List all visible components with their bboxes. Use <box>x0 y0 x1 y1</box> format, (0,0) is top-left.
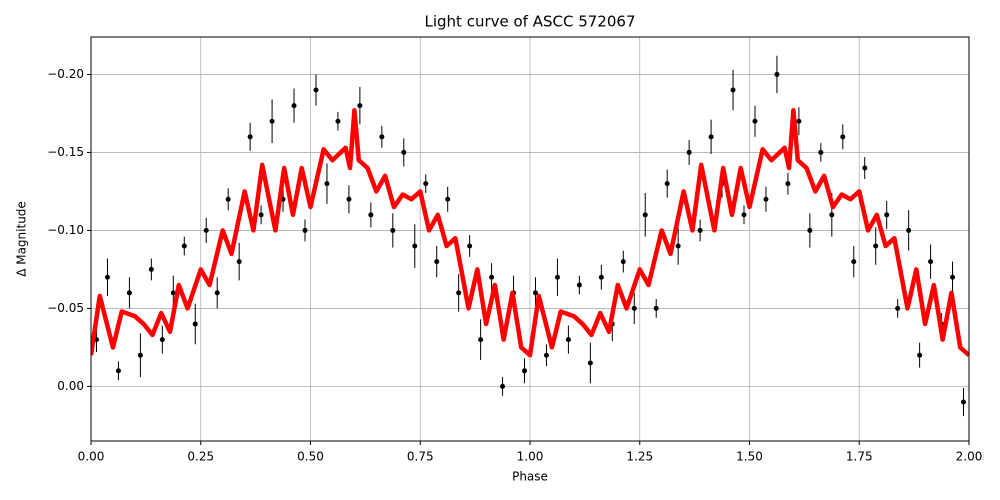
data-point <box>148 266 154 272</box>
data-point <box>620 259 626 265</box>
data-point <box>774 71 780 77</box>
data-point <box>829 212 835 218</box>
data-point <box>225 196 231 202</box>
data-point <box>247 134 253 140</box>
y-tick-label: −0.10 <box>47 223 84 237</box>
data-point <box>917 352 923 358</box>
data-point <box>236 259 242 265</box>
data-point <box>170 290 176 296</box>
data-point <box>522 368 528 374</box>
data-point <box>291 103 297 109</box>
y-tick-label: 0.00 <box>57 379 84 393</box>
x-axis-label: Phase <box>512 470 548 484</box>
data-point <box>961 399 967 405</box>
data-point <box>950 274 956 280</box>
x-tick-label: 1.75 <box>846 450 873 464</box>
y-tick-label: −0.05 <box>47 301 84 315</box>
data-point <box>181 243 187 249</box>
data-point <box>675 243 681 249</box>
data-point <box>423 181 429 187</box>
data-point <box>554 274 560 280</box>
data-point <box>192 321 198 327</box>
data-point <box>565 337 571 343</box>
data-point <box>785 181 791 187</box>
data-point <box>862 165 868 171</box>
x-tick-label: 1.50 <box>736 450 763 464</box>
data-point <box>906 227 912 233</box>
data-point <box>807 227 813 233</box>
data-point <box>884 212 890 218</box>
data-point <box>313 87 319 93</box>
data-point <box>126 290 132 296</box>
plot-frame <box>90 36 970 442</box>
data-point <box>752 118 758 124</box>
data-point <box>214 290 220 296</box>
data-point <box>401 149 407 155</box>
data-point <box>104 274 110 280</box>
data-point <box>269 118 275 124</box>
data-point <box>335 118 341 124</box>
data-point <box>500 383 506 389</box>
data-point <box>258 212 264 218</box>
data-point <box>697 227 703 233</box>
x-tick-label: 0.25 <box>187 450 214 464</box>
data-point <box>434 259 440 265</box>
data-point <box>379 134 385 140</box>
x-tick-label: 0.00 <box>78 450 105 464</box>
data-point <box>467 243 473 249</box>
data-point <box>456 290 462 296</box>
data-point <box>203 227 209 233</box>
data-point <box>489 274 495 280</box>
data-point <box>532 290 538 296</box>
data-point <box>324 181 330 187</box>
data-point <box>818 149 824 155</box>
x-tick-label: 0.75 <box>407 450 434 464</box>
x-tick-label: 1.25 <box>626 450 653 464</box>
x-tick-label: 1.00 <box>517 450 544 464</box>
data-point <box>664 181 670 187</box>
data-point <box>390 227 396 233</box>
y-axis-label: Δ Magnitude <box>15 201 29 277</box>
data-point <box>478 337 484 343</box>
chart-title: Light curve of ASCC 572067 <box>425 13 636 31</box>
fit-line <box>91 108 969 358</box>
data-point <box>686 149 692 155</box>
data-point <box>642 212 648 218</box>
data-point <box>708 134 714 140</box>
data-point <box>873 243 879 249</box>
data-point <box>928 259 934 265</box>
data-point <box>412 243 418 249</box>
data-point <box>357 103 363 109</box>
data-point <box>543 352 549 358</box>
data-point <box>302 227 308 233</box>
data-point <box>576 282 582 288</box>
data-point <box>851 259 857 265</box>
data-point <box>895 305 901 311</box>
data-point <box>741 212 747 218</box>
data-point <box>598 274 604 280</box>
data-point <box>763 196 769 202</box>
data-point <box>587 360 593 366</box>
plot <box>91 55 969 417</box>
data-point <box>115 368 121 374</box>
data-point <box>137 352 143 358</box>
y-tick-label: −0.20 <box>47 67 84 81</box>
data-point <box>445 196 451 202</box>
data-point <box>368 212 374 218</box>
x-tick-label: 0.50 <box>297 450 324 464</box>
data-point <box>631 305 637 311</box>
data-point <box>730 87 736 93</box>
y-tick-label: −0.15 <box>47 145 84 159</box>
data-point <box>840 134 846 140</box>
x-tick-label: 2.00 <box>956 450 983 464</box>
data-point <box>653 305 659 311</box>
data-point <box>796 118 802 124</box>
data-point <box>159 337 165 343</box>
data-point <box>346 196 352 202</box>
